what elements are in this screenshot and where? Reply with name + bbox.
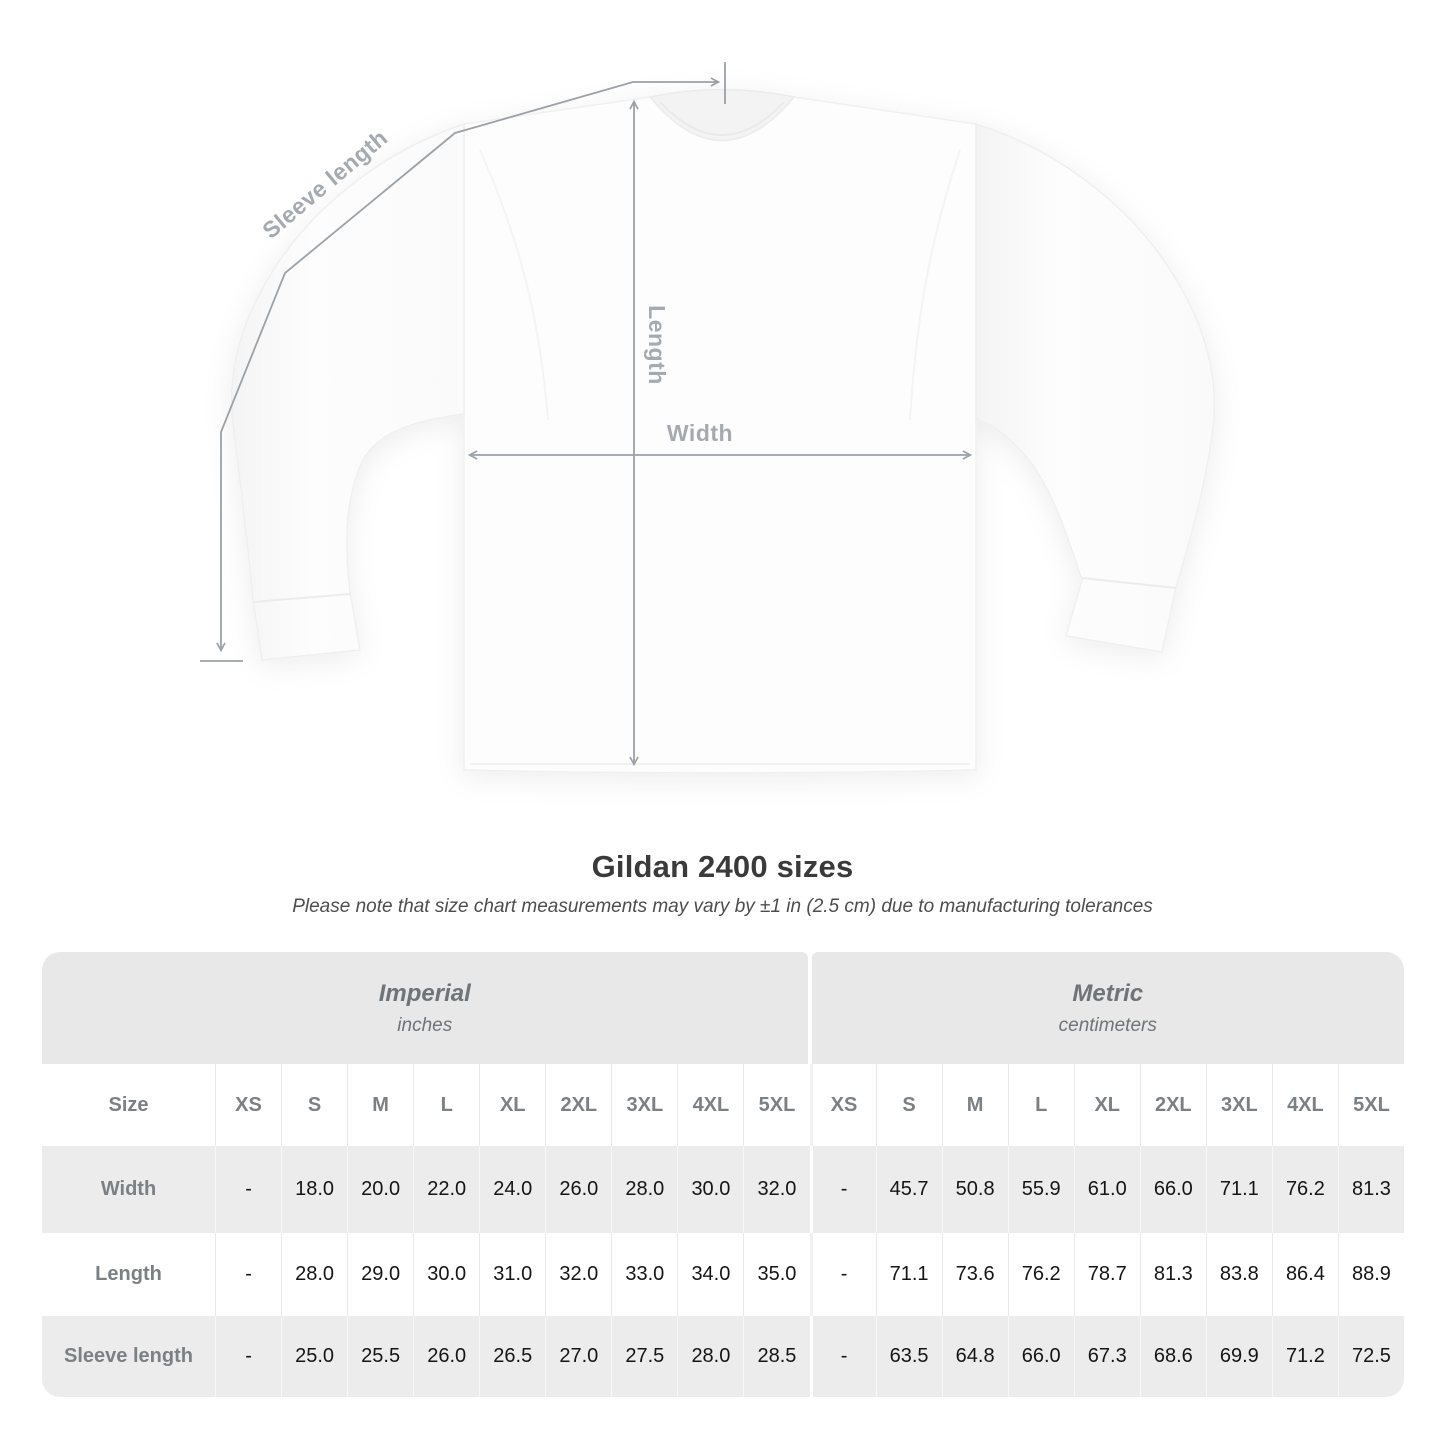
value-cell: 68.6 [1139, 1316, 1206, 1397]
value-cell: 71.1 [875, 1233, 942, 1316]
shirt-diagram: Sleeve length Length Width [200, 62, 1216, 774]
value-cell: - [215, 1146, 282, 1233]
value-cell: 20.0 [347, 1146, 414, 1233]
value-cell: 24.0 [479, 1146, 546, 1233]
value-cell: 35.0 [743, 1233, 809, 1316]
value-cell: 78.7 [1073, 1233, 1140, 1316]
size-col-header: M [347, 1064, 413, 1146]
size-col-header: 3XL [1205, 1064, 1272, 1146]
value-cell: 45.7 [875, 1146, 942, 1233]
value-cell: 71.2 [1271, 1316, 1338, 1397]
value-cell: 29.0 [347, 1233, 413, 1316]
value-cell: 28.0 [281, 1233, 347, 1316]
value-cell: 31.0 [479, 1233, 545, 1316]
size-col-header: 4XL [1271, 1064, 1338, 1146]
row-label: Sleeve length [42, 1316, 215, 1397]
value-cell: 18.0 [281, 1146, 348, 1233]
length-label: Length [644, 305, 670, 385]
value-cell: 28.0 [677, 1316, 744, 1397]
size-col-header: XL [479, 1064, 545, 1146]
size-col-header: XS [215, 1064, 281, 1146]
page-title: Gildan 2400 sizes [591, 849, 854, 884]
value-cell: 25.0 [281, 1316, 348, 1397]
size-col-header: XS [809, 1064, 876, 1146]
value-cell: - [809, 1146, 876, 1233]
value-cell: - [809, 1233, 876, 1316]
value-cell: 66.0 [1007, 1316, 1074, 1397]
value-cell: 61.0 [1073, 1146, 1140, 1233]
value-cell: 76.2 [1007, 1233, 1074, 1316]
size-col-header: 2XL [1139, 1064, 1206, 1146]
value-cell: 27.5 [611, 1316, 678, 1397]
value-cell: 32.0 [545, 1233, 611, 1316]
value-cell: 34.0 [677, 1233, 743, 1316]
size-col-header: XL [1073, 1064, 1140, 1146]
value-cell: 28.5 [743, 1316, 810, 1397]
value-cell: 26.0 [413, 1316, 480, 1397]
imperial-title: Imperial [378, 979, 471, 1007]
value-cell: 69.9 [1205, 1316, 1272, 1397]
sleeve-length-arrow [216, 77, 721, 653]
value-cell: 30.0 [677, 1146, 744, 1233]
value-cell: 66.0 [1139, 1146, 1206, 1233]
value-cell: 26.5 [479, 1316, 546, 1397]
value-cell: 73.6 [941, 1233, 1008, 1316]
metric-unit: centimeters [1058, 1014, 1157, 1036]
value-cell: 76.2 [1271, 1146, 1338, 1233]
value-cell: 83.8 [1205, 1233, 1272, 1316]
value-cell: 86.4 [1271, 1233, 1338, 1316]
value-cell: 81.3 [1139, 1233, 1206, 1316]
tolerance-note: Please note that size chart measurements… [292, 896, 1153, 917]
value-cell: 63.5 [875, 1316, 942, 1397]
value-cell: 25.5 [347, 1316, 414, 1397]
size-col-header: L [413, 1064, 479, 1146]
value-cell: 27.0 [545, 1316, 612, 1397]
size-col-header: 3XL [611, 1064, 677, 1146]
row-label: Width [42, 1146, 215, 1233]
value-cell: 26.0 [545, 1146, 612, 1233]
size-col-header: M [941, 1064, 1008, 1146]
value-cell: 55.9 [1007, 1146, 1074, 1233]
value-cell: 67.3 [1073, 1316, 1140, 1397]
size-col-header: 4XL [677, 1064, 743, 1146]
value-cell: 30.0 [413, 1233, 479, 1316]
value-cell: 72.5 [1337, 1316, 1404, 1397]
size-col-header: 5XL [743, 1064, 809, 1146]
size-col-header: S [875, 1064, 942, 1146]
value-cell: 33.0 [611, 1233, 677, 1316]
value-cell: 50.8 [941, 1146, 1008, 1233]
size-col-header: L [1007, 1064, 1074, 1146]
metric-band: Metric centimeters [811, 952, 1404, 1064]
width-label: Width [667, 420, 733, 446]
metric-title: Metric [1072, 979, 1144, 1007]
value-cell: 28.0 [611, 1146, 678, 1233]
row-label: Length [95, 1263, 162, 1285]
value-cell: 88.9 [1337, 1233, 1404, 1316]
size-col-header: 2XL [545, 1064, 611, 1146]
value-cell: 64.8 [941, 1316, 1008, 1397]
imperial-unit: inches [397, 1014, 453, 1036]
value-cell: - [215, 1316, 282, 1397]
size-col-header: S [281, 1064, 347, 1146]
imperial-band: Imperial inches [42, 952, 808, 1064]
value-cell: 32.0 [743, 1146, 810, 1233]
value-cell: - [809, 1316, 876, 1397]
value-cell: 71.1 [1205, 1146, 1272, 1233]
value-cell: 22.0 [413, 1146, 480, 1233]
value-cell: 81.3 [1337, 1146, 1404, 1233]
table-corner-label: Size [108, 1093, 149, 1116]
value-cell: - [215, 1233, 281, 1316]
size-table: Imperial inches Metric centimeters Size X… [42, 952, 1404, 1397]
size-col-header: 5XL [1337, 1064, 1404, 1146]
